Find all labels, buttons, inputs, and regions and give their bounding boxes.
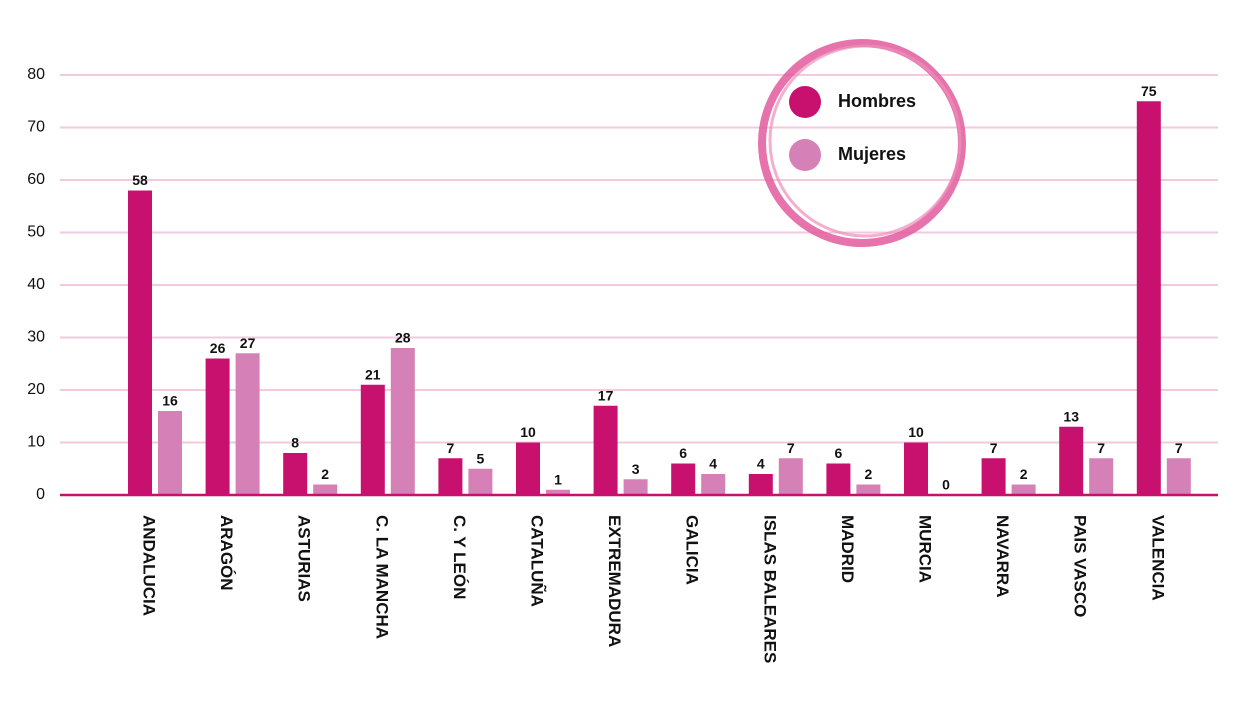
value-label: 7 <box>447 440 455 456</box>
bar <box>778 458 803 495</box>
bar <box>468 468 493 495</box>
bar <box>360 384 385 495</box>
bar <box>158 411 182 495</box>
legend-swatch <box>789 139 821 171</box>
value-label: 3 <box>632 461 640 477</box>
legend-ring <box>758 39 966 247</box>
bar <box>593 405 618 495</box>
y-tick-label: 0 <box>36 486 45 503</box>
x-tick-label: ASTURIAS <box>295 515 314 602</box>
bar <box>128 190 152 495</box>
x-tick-label: MADRID <box>838 515 857 583</box>
value-label: 2 <box>1020 466 1028 482</box>
bar <box>856 484 881 495</box>
bar <box>313 484 338 495</box>
bar <box>205 358 230 495</box>
x-tick-label: VALENCIA <box>1148 515 1167 601</box>
value-label: 1 <box>554 471 562 487</box>
value-label: 75 <box>1141 83 1157 99</box>
value-label: 2 <box>321 466 329 482</box>
legend-ring <box>768 44 962 238</box>
value-label: 7 <box>1097 440 1105 456</box>
bar <box>390 348 415 495</box>
legend-label: Mujeres <box>838 144 906 164</box>
y-tick-label: 80 <box>27 66 45 83</box>
legend-label: Hombres <box>838 91 916 111</box>
value-label: 4 <box>709 456 717 472</box>
bar <box>235 353 260 495</box>
bar <box>516 442 540 495</box>
x-tick-label: EXTREMADURA <box>605 515 624 647</box>
x-tick-label: GALICIA <box>683 515 702 585</box>
value-label: 0 <box>942 477 950 493</box>
value-label: 28 <box>395 330 411 346</box>
value-label: 58 <box>132 172 148 188</box>
y-tick-label: 70 <box>27 119 45 136</box>
x-tick-label: ANDALUCIA <box>140 515 159 616</box>
value-label: 21 <box>365 366 381 382</box>
bar <box>701 474 726 495</box>
value-label: 5 <box>477 450 485 466</box>
value-label: 2 <box>865 466 873 482</box>
x-tick-label: ARAGÓN <box>217 515 236 591</box>
bar <box>671 463 696 495</box>
value-label: 4 <box>757 456 765 472</box>
value-label: 27 <box>240 335 256 351</box>
value-label: 8 <box>291 435 299 451</box>
value-label: 7 <box>1175 440 1183 456</box>
x-tick-label: PAIS VASCO <box>1071 515 1090 617</box>
value-label: 6 <box>835 445 843 461</box>
bar <box>1089 458 1114 495</box>
value-label: 7 <box>787 440 795 456</box>
y-tick-label: 20 <box>27 381 45 398</box>
bar <box>1011 484 1036 495</box>
x-tick-label: C. LA MANCHA <box>372 515 391 639</box>
bar <box>1166 458 1191 495</box>
value-label: 10 <box>520 424 536 440</box>
x-tick-label: CATALUÑA <box>528 515 548 607</box>
y-tick-label: 50 <box>27 224 45 241</box>
value-label: 17 <box>598 387 614 403</box>
value-label: 26 <box>210 340 226 356</box>
y-tick-label: 10 <box>27 434 45 451</box>
value-label: 10 <box>908 424 924 440</box>
bar <box>748 474 773 495</box>
bar <box>904 442 928 495</box>
bar <box>438 458 463 495</box>
bar <box>826 463 851 495</box>
x-tick-label: C. Y LEÓN <box>450 515 469 599</box>
bar <box>1136 101 1161 495</box>
value-label: 16 <box>162 393 178 409</box>
bar <box>981 458 1006 495</box>
x-tick-label: MURCIA <box>916 515 935 583</box>
y-tick-label: 40 <box>27 276 45 293</box>
bar <box>546 489 570 495</box>
bar <box>1059 426 1084 495</box>
x-tick-label: NAVARRA <box>993 515 1012 597</box>
value-label: 6 <box>679 445 687 461</box>
value-label: 13 <box>1063 408 1079 424</box>
x-tick-label: ISLAS BALEARES <box>760 515 779 663</box>
y-tick-label: 30 <box>27 329 45 346</box>
value-label: 7 <box>990 440 998 456</box>
bar <box>623 479 648 495</box>
bar <box>283 453 308 495</box>
y-tick-label: 60 <box>27 171 45 188</box>
legend-swatch <box>789 86 821 118</box>
